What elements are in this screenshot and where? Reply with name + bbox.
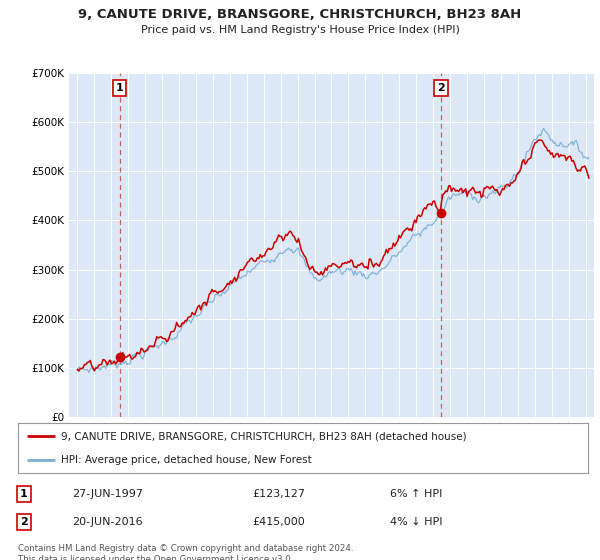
Text: 6% ↑ HPI: 6% ↑ HPI <box>390 489 442 499</box>
Text: HPI: Average price, detached house, New Forest: HPI: Average price, detached house, New … <box>61 455 311 465</box>
Text: 9, CANUTE DRIVE, BRANSGORE, CHRISTCHURCH, BH23 8AH: 9, CANUTE DRIVE, BRANSGORE, CHRISTCHURCH… <box>79 8 521 21</box>
Text: £415,000: £415,000 <box>252 517 305 527</box>
Text: 9, CANUTE DRIVE, BRANSGORE, CHRISTCHURCH, BH23 8AH (detached house): 9, CANUTE DRIVE, BRANSGORE, CHRISTCHURCH… <box>61 431 466 441</box>
Text: Contains HM Land Registry data © Crown copyright and database right 2024.
This d: Contains HM Land Registry data © Crown c… <box>18 544 353 560</box>
Text: 4% ↓ HPI: 4% ↓ HPI <box>390 517 443 527</box>
Text: 20-JUN-2016: 20-JUN-2016 <box>72 517 143 527</box>
Text: 2: 2 <box>437 83 445 93</box>
Text: £123,127: £123,127 <box>252 489 305 499</box>
Text: 1: 1 <box>116 83 124 93</box>
Text: Price paid vs. HM Land Registry's House Price Index (HPI): Price paid vs. HM Land Registry's House … <box>140 25 460 35</box>
Text: 2: 2 <box>20 517 28 527</box>
Text: 27-JUN-1997: 27-JUN-1997 <box>72 489 143 499</box>
Text: 1: 1 <box>20 489 28 499</box>
